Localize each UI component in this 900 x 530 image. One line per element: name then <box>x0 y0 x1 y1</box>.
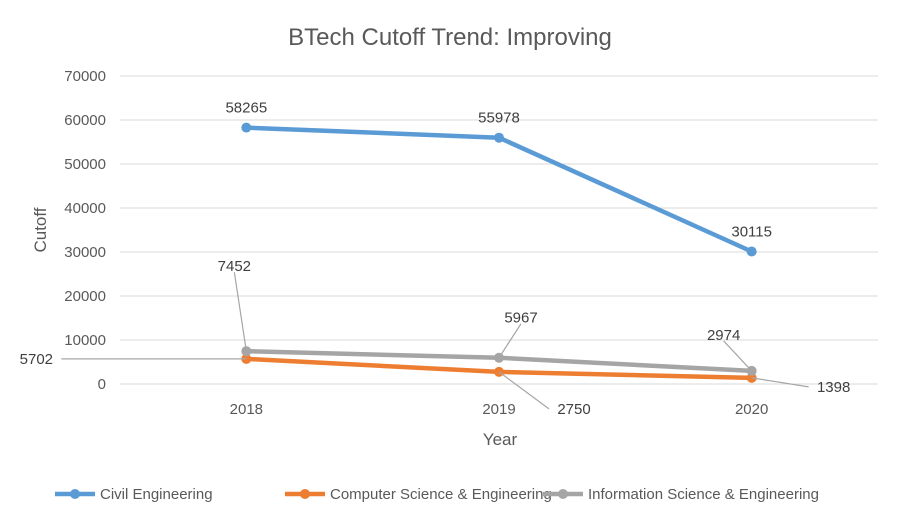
data-label: 30115 <box>731 223 772 240</box>
x-tick-label: 2019 <box>482 401 515 418</box>
legend-swatch-marker <box>300 489 310 499</box>
y-tick-label: 20000 <box>64 288 106 305</box>
y-tick-label: 0 <box>98 376 106 393</box>
data-label: 58265 <box>225 100 267 117</box>
data-label: 2974 <box>707 327 740 344</box>
y-tick-label: 10000 <box>64 332 106 349</box>
data-point <box>241 122 252 133</box>
data-label: 5967 <box>504 310 537 327</box>
x-tick-label: 2020 <box>735 401 768 418</box>
legend-swatch-marker <box>70 489 80 499</box>
data-label: 7452 <box>218 258 251 275</box>
data-label: 5702 <box>20 351 53 368</box>
x-axis-label: Year <box>483 430 518 449</box>
legend-label: Information Science & Engineering <box>588 486 819 503</box>
leader-line <box>498 371 550 410</box>
series-line <box>244 125 754 254</box>
y-tick-label: 70000 <box>64 68 106 85</box>
legend-swatch-marker <box>558 489 568 499</box>
y-axis-label: Cutoff <box>31 207 50 252</box>
leader-line <box>498 323 522 359</box>
legend-label: Civil Engineering <box>100 486 213 503</box>
x-tick-label: 2018 <box>230 401 263 418</box>
leader-line <box>233 272 247 352</box>
y-tick-label: 60000 <box>64 112 106 129</box>
leader-line <box>723 340 753 372</box>
chart-title: BTech Cutoff Trend: Improving <box>288 24 612 51</box>
data-point <box>494 132 504 143</box>
data-label: 2750 <box>557 401 590 418</box>
data-label: 55978 <box>478 110 520 127</box>
leader-line <box>751 377 809 388</box>
y-tick-label: 50000 <box>64 156 106 173</box>
legend-label: Computer Science & Engineering <box>330 486 552 503</box>
y-tick-label: 40000 <box>64 200 106 217</box>
y-tick-label: 30000 <box>64 244 106 261</box>
data-point <box>746 246 757 257</box>
data-label: 1398 <box>817 379 850 396</box>
